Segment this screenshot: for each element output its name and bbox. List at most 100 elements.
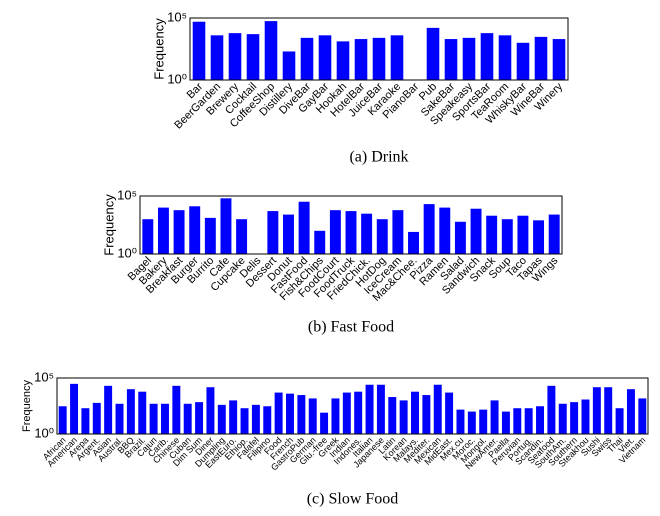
- y-axis-label: Frequency: [21, 380, 33, 432]
- bar: [470, 208, 482, 254]
- bar: [534, 36, 548, 80]
- bar: [548, 214, 560, 254]
- bar: [251, 404, 260, 434]
- y-axis-label: Frequency: [151, 18, 166, 80]
- bar: [126, 389, 135, 434]
- bar: [486, 215, 498, 254]
- bar: [399, 400, 408, 434]
- bar: [300, 37, 314, 80]
- bar: [229, 400, 238, 434]
- bar: [354, 391, 363, 434]
- bar: [444, 39, 458, 80]
- bar: [372, 37, 386, 80]
- bar: [552, 39, 566, 80]
- bar: [220, 198, 232, 254]
- bar: [217, 404, 226, 434]
- bar: [195, 402, 204, 434]
- bar: [149, 403, 158, 434]
- bar: [246, 34, 260, 80]
- bar: [392, 210, 404, 254]
- bar: [626, 389, 635, 434]
- bar: [264, 21, 278, 81]
- bar: [192, 21, 206, 80]
- bar: [173, 210, 185, 254]
- bar: [604, 387, 613, 434]
- bar: [411, 391, 419, 434]
- bar: [490, 400, 499, 434]
- bar: [236, 219, 248, 254]
- bar: [297, 395, 306, 434]
- bar: [157, 207, 169, 254]
- bar: [517, 215, 529, 254]
- bar: [536, 406, 545, 434]
- bar: [501, 411, 510, 434]
- bar: [467, 411, 476, 434]
- bar: [516, 42, 530, 80]
- bar: [308, 398, 317, 434]
- bar: [501, 219, 513, 254]
- bar: [422, 395, 431, 434]
- bar: [318, 35, 332, 80]
- bar: [342, 392, 351, 434]
- bar: [498, 35, 512, 80]
- caption: (b) Fast Food: [308, 319, 394, 336]
- bar: [376, 384, 385, 434]
- bar: [581, 399, 590, 434]
- bar: [433, 384, 442, 434]
- bar: [331, 398, 340, 434]
- y-tick-label: 10⁰: [167, 71, 187, 86]
- bar: [547, 385, 556, 434]
- bar: [81, 408, 90, 434]
- bar: [320, 412, 329, 434]
- bar: [58, 406, 67, 434]
- bar: [263, 406, 272, 434]
- bar: [329, 210, 341, 254]
- bar: [570, 402, 579, 434]
- bar: [172, 385, 181, 434]
- bar: [592, 387, 601, 434]
- bar: [286, 393, 294, 434]
- bar: [376, 219, 388, 254]
- plot-frame: [189, 17, 569, 81]
- bar: [480, 33, 494, 80]
- bar: [298, 201, 310, 254]
- bar: [189, 206, 201, 254]
- y-tick-label: 10⁰: [117, 245, 137, 260]
- bar: [210, 35, 224, 80]
- y-tick-label: 10⁵: [117, 187, 137, 202]
- bar: [240, 408, 249, 434]
- bar: [70, 383, 79, 434]
- bar: [439, 207, 451, 254]
- caption: (a) Drink: [349, 149, 408, 166]
- y-tick-label: 10⁵: [34, 369, 54, 384]
- bar: [183, 403, 192, 434]
- bar: [282, 51, 296, 80]
- caption: (c) Slow Food: [307, 491, 399, 508]
- bar: [142, 219, 154, 254]
- plot-frame: [139, 195, 563, 255]
- bar: [479, 409, 488, 434]
- bar: [426, 27, 440, 80]
- bar: [513, 408, 522, 434]
- bar: [274, 392, 283, 434]
- bar: [365, 384, 374, 434]
- bar: [638, 398, 647, 434]
- bar: [206, 387, 215, 434]
- bar: [345, 211, 357, 254]
- bar: [104, 385, 113, 434]
- bar: [462, 37, 476, 80]
- bar: [314, 230, 326, 254]
- bar: [558, 403, 567, 434]
- bar: [524, 408, 533, 434]
- bar: [160, 403, 169, 434]
- bar: [423, 204, 435, 254]
- y-tick-label: 10⁵: [167, 9, 187, 24]
- bar: [533, 220, 545, 254]
- bar: [354, 39, 368, 80]
- bar: [388, 397, 397, 434]
- bar: [361, 213, 373, 254]
- bar: [283, 214, 294, 254]
- plot-frame: [56, 377, 649, 435]
- bar: [138, 391, 147, 434]
